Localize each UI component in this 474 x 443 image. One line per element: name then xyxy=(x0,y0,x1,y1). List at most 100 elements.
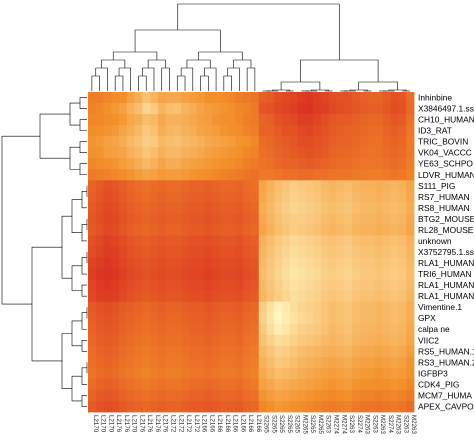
heatmap-cell xyxy=(219,114,229,126)
heatmap-cell xyxy=(289,224,298,236)
row-label: RS7_HUMAN xyxy=(418,192,470,202)
heatmap-cell xyxy=(282,202,291,214)
heatmap-cell xyxy=(289,345,298,358)
heatmap-cell xyxy=(359,301,368,314)
heatmap-cell xyxy=(181,169,190,181)
heatmap-cell xyxy=(88,114,97,126)
heatmap-cell xyxy=(235,169,244,181)
heatmap-cell xyxy=(367,147,376,159)
heatmap-cell xyxy=(328,378,337,391)
heatmap-cell xyxy=(95,136,104,148)
heatmap-cell xyxy=(313,400,322,413)
heatmap-cell xyxy=(375,301,384,314)
heatmap-cell xyxy=(227,191,236,203)
heatmap-cell xyxy=(227,224,236,236)
heatmap-cell xyxy=(351,213,361,225)
heatmap-cell xyxy=(181,147,190,159)
heatmap-cell xyxy=(103,290,112,303)
heatmap-cell xyxy=(313,279,322,292)
heatmap-cell xyxy=(258,202,267,214)
heatmap-cell xyxy=(258,400,267,413)
heatmap-cell xyxy=(165,323,174,336)
heatmap-cell xyxy=(119,213,128,225)
heatmap-cell xyxy=(359,224,368,236)
heatmap-cell xyxy=(88,136,97,148)
heatmap-cell xyxy=(297,224,306,236)
heatmap-cell xyxy=(282,92,291,104)
heatmap-cell xyxy=(196,246,205,258)
heatmap-cell xyxy=(103,334,112,347)
heatmap-cell xyxy=(297,378,306,391)
heatmap-cell xyxy=(266,224,275,236)
heatmap-cell xyxy=(119,389,128,402)
heatmap-cell xyxy=(305,290,314,303)
heatmap-cell xyxy=(313,356,322,369)
heatmap-cell xyxy=(103,257,112,269)
dendrogram-root xyxy=(177,3,340,60)
heatmap-cell xyxy=(375,213,384,225)
heatmap-cell xyxy=(398,202,407,214)
heatmap-cell xyxy=(181,246,190,258)
heatmap-cell xyxy=(382,169,392,181)
heatmap-cell xyxy=(243,92,252,104)
heatmap-cell xyxy=(165,378,174,391)
heatmap-cell xyxy=(305,400,314,413)
heatmap-cell xyxy=(289,246,298,258)
heatmap-cell xyxy=(351,125,361,137)
heatmap-cell xyxy=(243,158,252,170)
heatmap-cell xyxy=(157,246,167,258)
heatmap-cell xyxy=(336,191,345,203)
heatmap-cell xyxy=(406,136,415,148)
heatmap-cell xyxy=(336,279,345,292)
heatmap-cell xyxy=(157,158,167,170)
heatmap-cell xyxy=(375,169,384,181)
heatmap-cell xyxy=(119,290,128,303)
col-label: L2172 xyxy=(193,415,200,433)
heatmap-cell xyxy=(251,235,260,247)
dendrogram-branch xyxy=(186,59,211,68)
heatmap-cell xyxy=(305,345,314,358)
heatmap-cell xyxy=(390,213,399,225)
heatmap-cell xyxy=(297,400,306,413)
heatmap-cell xyxy=(126,367,135,380)
heatmap-cell xyxy=(157,213,167,225)
heatmap-cell xyxy=(103,191,112,203)
heatmap-cell xyxy=(119,191,128,203)
heatmap-cell xyxy=(157,323,167,336)
heatmap-cell xyxy=(103,301,112,314)
heatmap-cell xyxy=(165,191,174,203)
heatmap-cell xyxy=(95,180,104,192)
heatmap-cell xyxy=(266,125,275,137)
heatmap-cell xyxy=(305,378,314,391)
heatmap-cell xyxy=(181,378,190,391)
heatmap-cell xyxy=(375,103,384,115)
heatmap-cell xyxy=(134,378,143,391)
heatmap-cell xyxy=(111,180,120,192)
heatmap-cell xyxy=(367,169,376,181)
heatmap-cell xyxy=(359,136,368,148)
heatmap-cell xyxy=(320,213,330,225)
heatmap-cell xyxy=(103,279,112,292)
heatmap-cell xyxy=(398,389,407,402)
heatmap-cell xyxy=(212,323,221,336)
heatmap-cell xyxy=(382,180,392,192)
dendrogram-branch xyxy=(81,191,87,209)
heatmap-cell xyxy=(398,257,407,269)
heatmap-cell xyxy=(258,103,267,115)
heatmap-cell xyxy=(398,290,407,303)
heatmap-cell xyxy=(367,235,376,247)
heatmap-cell xyxy=(173,389,182,402)
heatmap-cell xyxy=(212,125,221,137)
heatmap-cell xyxy=(119,180,128,192)
heatmap-cell xyxy=(274,312,283,325)
heatmap-cell xyxy=(103,180,112,192)
heatmap-cell xyxy=(196,268,205,280)
row-label: LDVR_HUMAN xyxy=(418,170,474,180)
heatmap-cell xyxy=(227,114,236,126)
heatmap-cell xyxy=(344,136,353,148)
heatmap-cell xyxy=(305,268,314,280)
heatmap-cell xyxy=(134,323,143,336)
heatmap-cell xyxy=(157,103,167,115)
heatmap-cell xyxy=(188,114,198,126)
heatmap-cell xyxy=(359,279,368,292)
